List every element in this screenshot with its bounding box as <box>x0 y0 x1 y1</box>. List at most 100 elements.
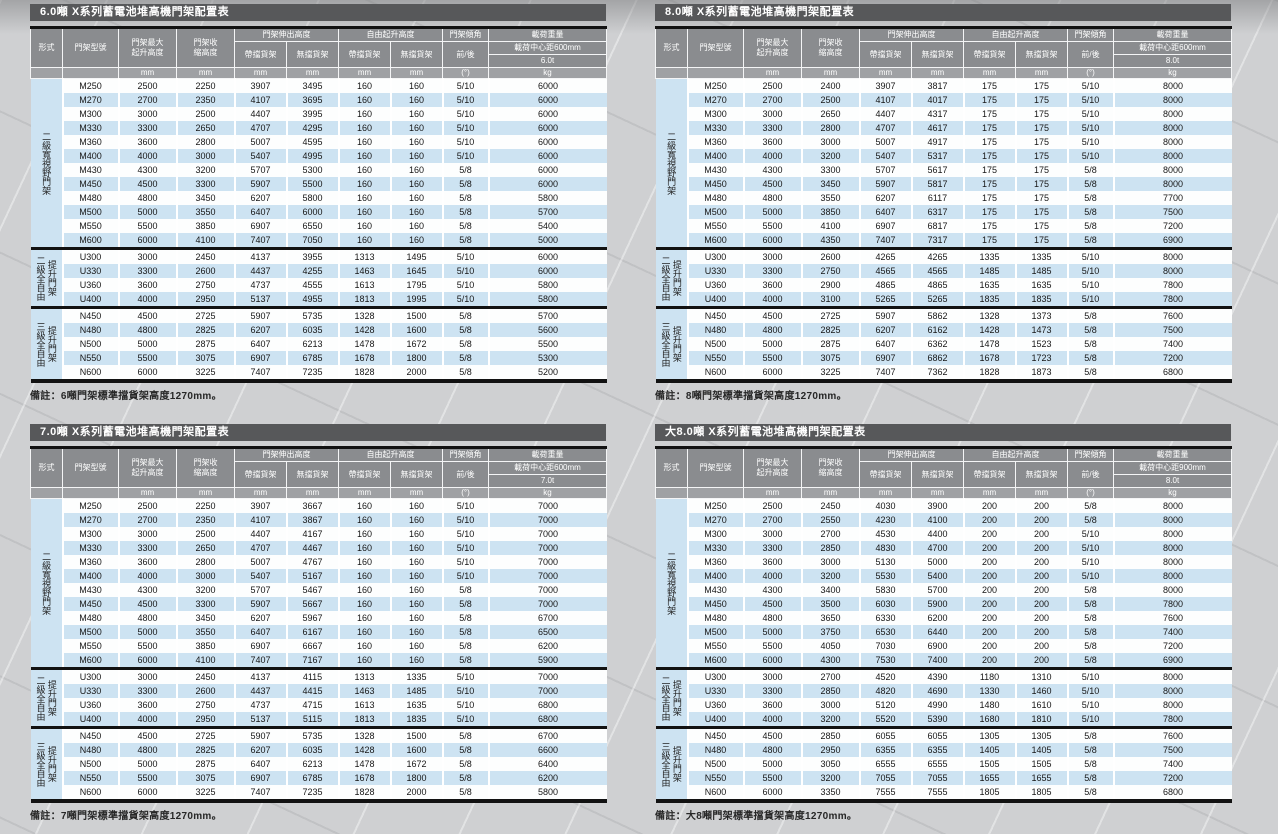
cell-free-with: 175 <box>962 191 1016 205</box>
cell-retracted: 4100 <box>175 653 235 669</box>
table-row: M450 4500 3450 5907 5817 175 175 5/8 8000 <box>655 177 1232 191</box>
cell-retracted: 3000 <box>800 698 860 712</box>
cell-retracted: 2950 <box>175 292 235 308</box>
cell-extended-without: 4990 <box>910 698 964 712</box>
cell-extended-without: 4400 <box>910 527 964 541</box>
table-row: M360 3600 2800 5007 4595 160 160 5/10 6000 <box>30 135 607 149</box>
cell-capacity: 7600 <box>1112 726 1232 743</box>
cell-tilt: 5/10 <box>1066 149 1114 163</box>
cell-model: M330 <box>704 542 727 553</box>
cell-free-with: 1328 <box>962 306 1016 323</box>
table-row: 二級全自由 提升門架 U300 3000 2450 4137 3955 1313 1495 5/1… <box>30 247 607 308</box>
mast-type-text: 二級全自由 <box>35 675 46 721</box>
cell-extended-with: 4820 <box>858 684 912 698</box>
mast-type-label: 三級全自由 提升門架 <box>655 306 689 381</box>
unit-label: kg <box>1113 67 1232 79</box>
cell-max-lift: 2500 <box>117 498 177 513</box>
cell-tilt: 5/10 <box>441 712 489 728</box>
cell-model: M430 <box>79 164 102 175</box>
cell-free-without: 175 <box>1014 149 1068 163</box>
cell-extended-with: 4407 <box>233 107 287 121</box>
column-header-retracted: 門架收 縮高度 <box>801 27 860 68</box>
cell-tilt: 5/8 <box>441 653 489 669</box>
cell-model: N500 <box>704 758 727 769</box>
cell-extended-with: 5907 <box>233 306 287 323</box>
cell-capacity: 5800 <box>487 292 607 308</box>
mast-type-vertical-text: 三級全自由 提升門架 <box>31 322 62 367</box>
cell-model: U400 <box>704 713 727 724</box>
cell-retracted: 3050 <box>800 757 860 771</box>
cell-free-with: 1680 <box>962 712 1016 728</box>
cell-tilt: 5/8 <box>1066 757 1114 771</box>
cell-free-without: 1610 <box>1014 698 1068 712</box>
cell-capacity: 7800 <box>1112 712 1232 728</box>
cell-capacity: 7500 <box>1112 205 1232 219</box>
cell-free-with: 1813 <box>337 712 391 728</box>
cell-free-with: 1478 <box>337 757 391 771</box>
cell-free-with: 160 <box>337 569 391 583</box>
table-row: U330 3300 2600 4437 4255 1463 1645 5/10 6000 <box>30 264 607 278</box>
cell-tilt: 5/10 <box>1066 555 1114 569</box>
cell-extended-without: 6550 <box>285 219 339 233</box>
cell-extended-without: 4415 <box>285 684 339 698</box>
cell-max-lift: 6000 <box>117 233 177 249</box>
cell-tilt: 5/10 <box>1066 684 1114 698</box>
cell-max-lift: 5500 <box>117 351 177 365</box>
table-row: M550 5500 4050 7030 6900 200 200 5/8 7200 <box>655 639 1232 653</box>
cell-capacity: 6900 <box>1112 653 1232 669</box>
cell-free-with: 160 <box>337 93 391 107</box>
column-header-extended: 門架伸出高度 <box>234 447 339 462</box>
cell-capacity: 8000 <box>1112 667 1232 684</box>
table-row: M400 4000 3000 5407 5167 160 160 5/10 7000 <box>30 569 607 583</box>
cell-extended-with: 5907 <box>233 597 287 611</box>
cell-model: N600 <box>79 786 102 797</box>
cell-free-without: 1600 <box>389 743 443 757</box>
cell-max-lift: 5000 <box>742 757 802 771</box>
unit-label: mm <box>801 487 860 499</box>
cell-tilt: 5/8 <box>1066 513 1114 527</box>
cell-extended-with: 4830 <box>858 541 912 555</box>
cell-free-without: 2000 <box>389 365 443 381</box>
cell-tilt: 5/10 <box>441 498 489 513</box>
cell-retracted: 3000 <box>800 555 860 569</box>
cell-max-lift: 6000 <box>742 785 802 801</box>
cell-tilt: 5/10 <box>1066 569 1114 583</box>
cell-retracted: 2500 <box>800 93 860 107</box>
cell-retracted: 3225 <box>175 365 235 381</box>
cell-tilt: 5/8 <box>441 583 489 597</box>
cell-extended-without: 6200 <box>910 611 964 625</box>
rated-tonnage-label: 7.0t <box>488 474 607 488</box>
unit-label: mm <box>118 487 177 499</box>
cell-extended-with: 6407 <box>858 337 912 351</box>
cell-free-without: 200 <box>1014 653 1068 669</box>
cell-free-without: 1805 <box>1014 785 1068 801</box>
load-center-label: 載荷中心距600mm <box>488 461 607 475</box>
table-note: 備註：大8噸門架標準擋貨架高度1270mm。 <box>655 811 858 822</box>
cell-extended-without: 7235 <box>285 365 339 381</box>
cell-capacity: 8000 <box>1112 93 1232 107</box>
cell-max-lift: 4000 <box>742 712 802 728</box>
mast-type-label: 二級寬視野門架 <box>655 498 689 669</box>
cell-tilt: 5/8 <box>1066 337 1114 351</box>
unit-label: mm <box>286 67 339 79</box>
table-row: M330 3300 2650 4707 4295 160 160 5/10 6000 <box>30 121 607 135</box>
cell-capacity: 6000 <box>487 78 607 93</box>
cell-extended-with: 4107 <box>233 513 287 527</box>
column-header-retracted: 門架收 縮高度 <box>176 447 235 488</box>
cell-max-lift: 4000 <box>117 292 177 308</box>
cell-tilt: 5/8 <box>441 191 489 205</box>
cell-free-with: 160 <box>337 653 391 669</box>
cell-retracted: 2875 <box>800 337 860 351</box>
cell-capacity: 8000 <box>1112 107 1232 121</box>
cell-model: M480 <box>79 192 102 203</box>
unit-label: mm <box>911 67 964 79</box>
unit-label <box>62 487 119 499</box>
cell-tilt: 5/8 <box>1066 611 1114 625</box>
cell-extended-without: 7055 <box>910 771 964 785</box>
cell-free-without: 200 <box>1014 583 1068 597</box>
cell-max-lift: 3000 <box>117 107 177 121</box>
cell-free-without: 160 <box>389 93 443 107</box>
cell-free-without: 1310 <box>1014 667 1068 684</box>
cell-free-without: 1373 <box>1014 306 1068 323</box>
cell-free-without: 160 <box>389 233 443 249</box>
